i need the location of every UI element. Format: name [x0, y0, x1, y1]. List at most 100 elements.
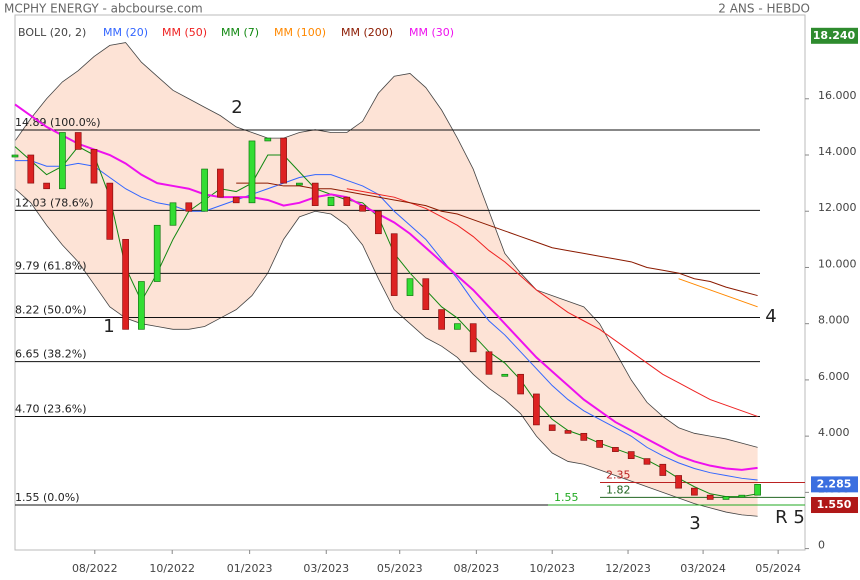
- y-tick-label: 4.000: [818, 426, 850, 439]
- candle: [185, 202, 193, 212]
- candle: [643, 458, 651, 465]
- page-title: MCPHY ENERGY - abcbourse.com: [4, 2, 203, 16]
- legend-entry: MM (200): [341, 26, 393, 39]
- candle: [485, 351, 493, 375]
- legend-entry: MM (30): [409, 26, 454, 39]
- candle: [248, 140, 256, 204]
- candle: [27, 154, 35, 184]
- y-tick-label: 16.000: [818, 89, 857, 102]
- x-tick-label: 08/2023: [454, 562, 500, 575]
- annotation: 1: [103, 316, 114, 337]
- x-tick-label: 01/2023: [227, 562, 273, 575]
- candle: [706, 494, 714, 500]
- y-tick-label: 14.000: [818, 145, 857, 158]
- x-tick-label: 10/2023: [529, 562, 575, 575]
- level-label: 1.55: [554, 491, 579, 504]
- y-tick-label: 0: [818, 539, 825, 552]
- candle: [454, 323, 461, 330]
- moving-average: [15, 160, 758, 481]
- moving-average: [346, 188, 758, 417]
- x-tick-label: 05/2024: [755, 562, 801, 575]
- legend-entry: BOLL (20, 2): [18, 26, 86, 39]
- y-tick-label: 10.000: [818, 257, 857, 270]
- candle: [438, 309, 445, 330]
- level-label: 1.82: [606, 483, 631, 496]
- x-tick-label: 12/2023: [605, 562, 651, 575]
- plot-frame: [14, 14, 806, 551]
- legend-entry: MM (100): [274, 26, 326, 39]
- price-badge-label: 18.240: [813, 29, 856, 42]
- fib-label: 8.22 (50.0%): [15, 304, 87, 317]
- candle: [738, 494, 746, 498]
- annotation: 3: [689, 513, 700, 534]
- annotation: 4: [765, 306, 776, 327]
- candle: [675, 475, 682, 489]
- candle: [627, 451, 635, 459]
- x-tick-label: 10/2022: [149, 562, 195, 575]
- price-badge: [811, 27, 858, 44]
- candle: [90, 149, 98, 184]
- x-tick-label: 05/2023: [377, 562, 423, 575]
- candle: [138, 281, 145, 330]
- fib-label: 1.55 (0.0%): [15, 491, 80, 504]
- candle: [217, 168, 224, 198]
- fib-label: 14.89 (100.0%): [15, 116, 101, 129]
- moving-average: [14, 103, 758, 471]
- candle: [169, 202, 177, 226]
- moving-average: [236, 182, 758, 297]
- candle: [469, 323, 477, 353]
- candle: [580, 432, 588, 441]
- candle: [327, 196, 335, 206]
- candle: [390, 233, 398, 296]
- y-tick-label: 8.000: [818, 314, 850, 327]
- candle: [406, 278, 414, 296]
- candle: [311, 182, 319, 206]
- candle: [596, 440, 603, 448]
- candle: [280, 137, 287, 184]
- fib-label: 6.65 (38.2%): [15, 348, 87, 361]
- candle: [422, 278, 430, 310]
- candle: [691, 487, 698, 496]
- candle: [296, 182, 303, 186]
- candle: [517, 373, 524, 395]
- fib-label: 9.79 (61.8%): [15, 259, 87, 272]
- candle: [106, 182, 114, 240]
- candle: [359, 205, 366, 212]
- legend-entry: MM (7): [221, 26, 259, 39]
- x-tick-label: 08/2022: [72, 562, 118, 575]
- legend-entry: MM (20): [103, 26, 148, 39]
- fib-label: 4.70 (23.6%): [15, 402, 87, 415]
- price-badge: [811, 476, 858, 493]
- candle: [201, 168, 208, 212]
- candle: [533, 393, 540, 426]
- y-tick-label: 6.000: [818, 370, 850, 383]
- candle: [564, 430, 572, 434]
- bollinger-band: [15, 42, 758, 517]
- candle: [11, 154, 19, 158]
- moving-average: [678, 278, 758, 308]
- period: 2 ANS - HEBDO: [718, 2, 810, 16]
- candle: [754, 484, 761, 496]
- fib-label: 12.03 (78.6%): [15, 196, 94, 209]
- candle: [43, 182, 50, 190]
- y-tick-label: 12.000: [818, 201, 857, 214]
- candle: [548, 424, 556, 431]
- candle: [74, 132, 82, 150]
- candle: [59, 132, 66, 190]
- candle: [501, 373, 509, 377]
- candle: [232, 196, 240, 204]
- bollinger-upper: [14, 42, 758, 448]
- candle: [153, 224, 161, 282]
- candle: [343, 196, 351, 206]
- price-badge: [811, 497, 858, 514]
- price-badge-label: 1.550: [817, 498, 852, 511]
- x-tick-label: 03/2024: [680, 562, 726, 575]
- annotation: 2: [231, 97, 242, 118]
- candle: [612, 447, 619, 452]
- candle: [722, 496, 730, 500]
- x-tick-label: 03/2023: [303, 562, 349, 575]
- candle: [264, 137, 272, 142]
- price-badge-label: 2.285: [817, 477, 852, 490]
- candle: [122, 238, 129, 330]
